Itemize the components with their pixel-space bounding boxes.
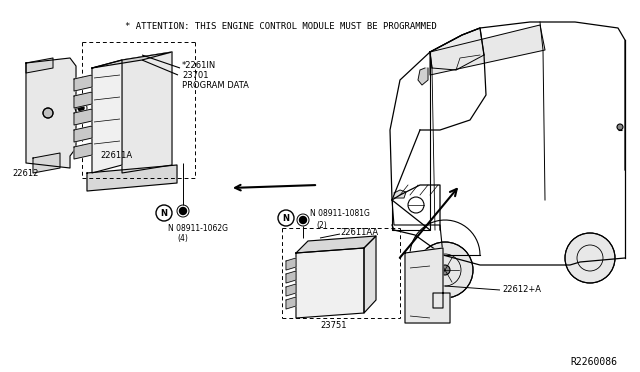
Polygon shape (74, 92, 92, 108)
Circle shape (617, 124, 623, 130)
Polygon shape (26, 58, 76, 168)
Text: 22611A: 22611A (100, 151, 132, 160)
Polygon shape (296, 248, 364, 318)
Polygon shape (286, 297, 296, 309)
Polygon shape (405, 248, 450, 323)
Polygon shape (74, 109, 92, 125)
Circle shape (310, 271, 314, 275)
Polygon shape (74, 75, 92, 91)
Text: PROGRAM DATA: PROGRAM DATA (182, 80, 249, 90)
Circle shape (300, 217, 307, 224)
Polygon shape (33, 153, 60, 173)
Circle shape (440, 265, 450, 275)
Text: *2261IN: *2261IN (182, 61, 216, 70)
Circle shape (302, 271, 306, 275)
Text: 23701: 23701 (182, 71, 209, 80)
Polygon shape (418, 68, 428, 85)
Circle shape (78, 105, 84, 111)
Polygon shape (286, 271, 296, 283)
Text: N: N (282, 214, 289, 222)
Text: 22611AA: 22611AA (340, 228, 378, 237)
Text: (4): (4) (177, 234, 188, 243)
Polygon shape (286, 258, 296, 270)
Text: * ATTENTION: THIS ENGINE CONTROL MODULE MUST BE PROGRAMMED: * ATTENTION: THIS ENGINE CONTROL MODULE … (125, 22, 436, 31)
Text: N 08911-1081G: N 08911-1081G (310, 208, 370, 218)
Polygon shape (74, 126, 92, 142)
Polygon shape (394, 190, 406, 198)
Circle shape (318, 271, 322, 275)
Polygon shape (87, 165, 177, 191)
Circle shape (412, 313, 418, 319)
Polygon shape (364, 236, 376, 313)
Polygon shape (74, 143, 92, 159)
Polygon shape (296, 236, 376, 253)
Circle shape (417, 242, 473, 298)
Text: 22612: 22612 (12, 169, 38, 177)
Circle shape (179, 208, 186, 215)
Polygon shape (286, 284, 296, 296)
Polygon shape (92, 52, 172, 68)
Polygon shape (430, 25, 545, 75)
Polygon shape (122, 52, 172, 173)
Polygon shape (430, 28, 484, 70)
Text: (2): (2) (316, 221, 327, 230)
Text: N 08911-1062G: N 08911-1062G (168, 224, 228, 232)
Text: N: N (161, 208, 168, 218)
Circle shape (565, 233, 615, 283)
Circle shape (43, 108, 53, 118)
Text: 22612+A: 22612+A (502, 285, 541, 295)
Text: 23751: 23751 (320, 321, 346, 330)
Text: R2260086: R2260086 (570, 357, 617, 367)
Polygon shape (92, 60, 122, 173)
Polygon shape (26, 58, 53, 73)
